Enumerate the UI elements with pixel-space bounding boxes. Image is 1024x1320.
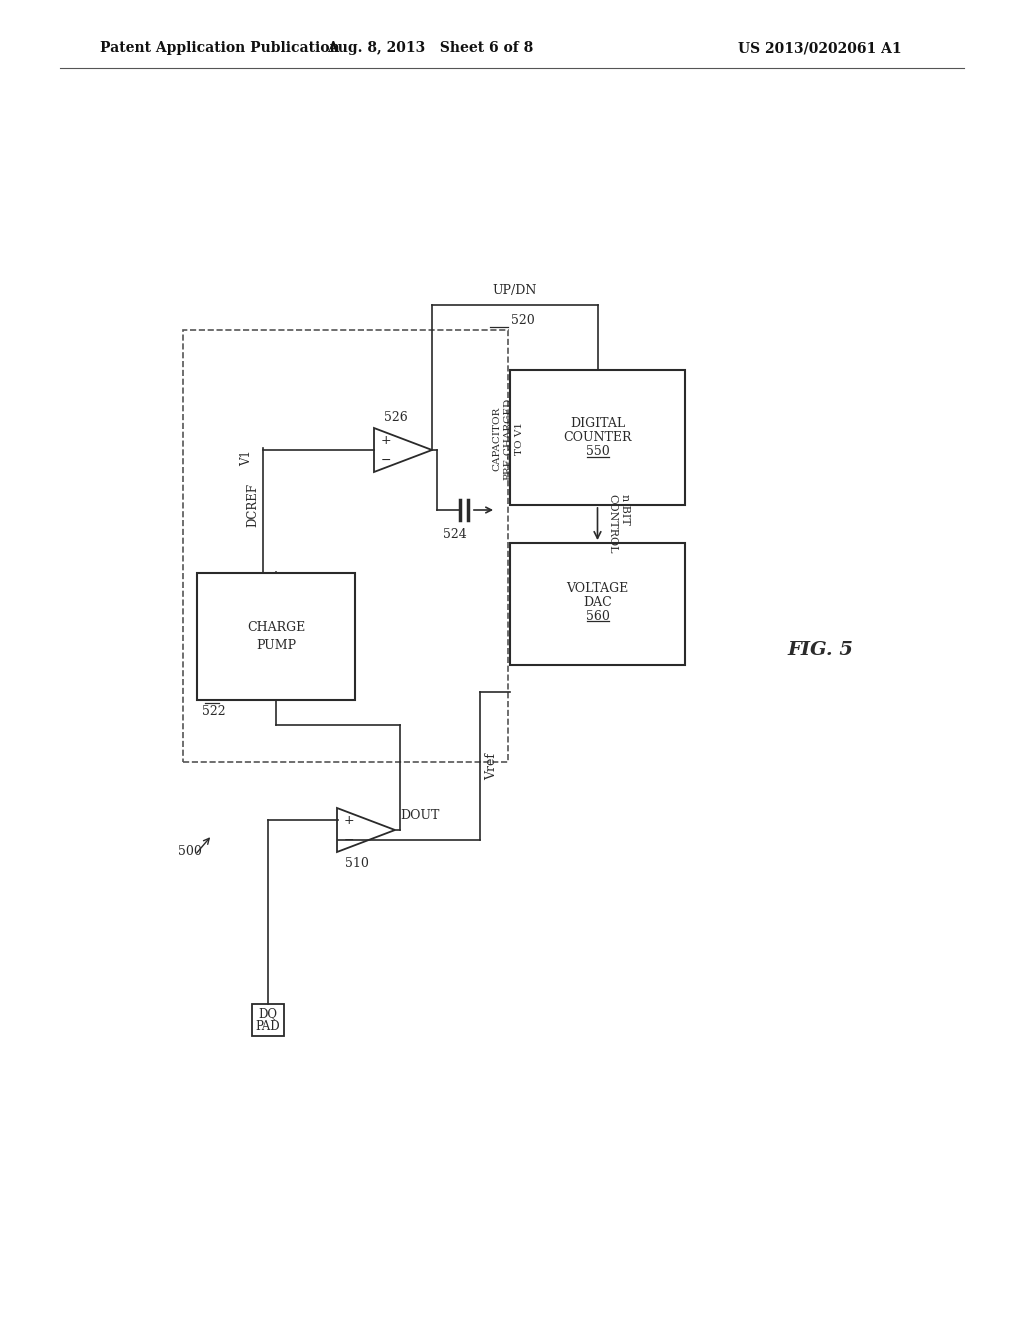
Text: 524: 524 <box>443 528 467 541</box>
Bar <box>252 1005 284 1036</box>
Text: n BIT
CONTROL: n BIT CONTROL <box>607 494 630 554</box>
Text: 520: 520 <box>511 314 535 327</box>
Text: Vref: Vref <box>485 752 498 780</box>
Text: CAPACITOR
PRE-CHARGED
TO V1: CAPACITOR PRE-CHARGED TO V1 <box>493 397 523 480</box>
Text: +: + <box>381 433 391 446</box>
Text: FIG. 5: FIG. 5 <box>787 642 853 659</box>
Text: UP/DN: UP/DN <box>493 284 537 297</box>
Text: CHARGE: CHARGE <box>247 620 305 634</box>
Text: Aug. 8, 2013   Sheet 6 of 8: Aug. 8, 2013 Sheet 6 of 8 <box>327 41 534 55</box>
Bar <box>510 543 685 665</box>
Text: −: − <box>381 454 391 466</box>
Text: 560: 560 <box>586 610 609 623</box>
Text: Patent Application Publication: Patent Application Publication <box>100 41 340 55</box>
Text: 510: 510 <box>345 857 369 870</box>
Text: V1: V1 <box>240 450 253 466</box>
Text: DIGITAL: DIGITAL <box>570 417 625 430</box>
Text: 500: 500 <box>178 845 202 858</box>
Text: 526: 526 <box>384 411 408 424</box>
Text: 550: 550 <box>586 445 609 458</box>
Text: PUMP: PUMP <box>256 639 296 652</box>
Bar <box>510 370 685 506</box>
Text: US 2013/0202061 A1: US 2013/0202061 A1 <box>738 41 902 55</box>
Text: 522: 522 <box>202 705 225 718</box>
Text: DCREF: DCREF <box>247 483 259 527</box>
Text: VOLTAGE: VOLTAGE <box>566 582 629 594</box>
Text: PAD: PAD <box>256 1019 281 1032</box>
Bar <box>197 573 355 700</box>
Text: DOUT: DOUT <box>400 809 439 822</box>
Text: DAC: DAC <box>583 595 612 609</box>
Text: DQ: DQ <box>258 1007 278 1020</box>
Text: COUNTER: COUNTER <box>563 432 632 444</box>
Text: +: + <box>344 813 354 826</box>
Text: −: − <box>344 833 354 846</box>
